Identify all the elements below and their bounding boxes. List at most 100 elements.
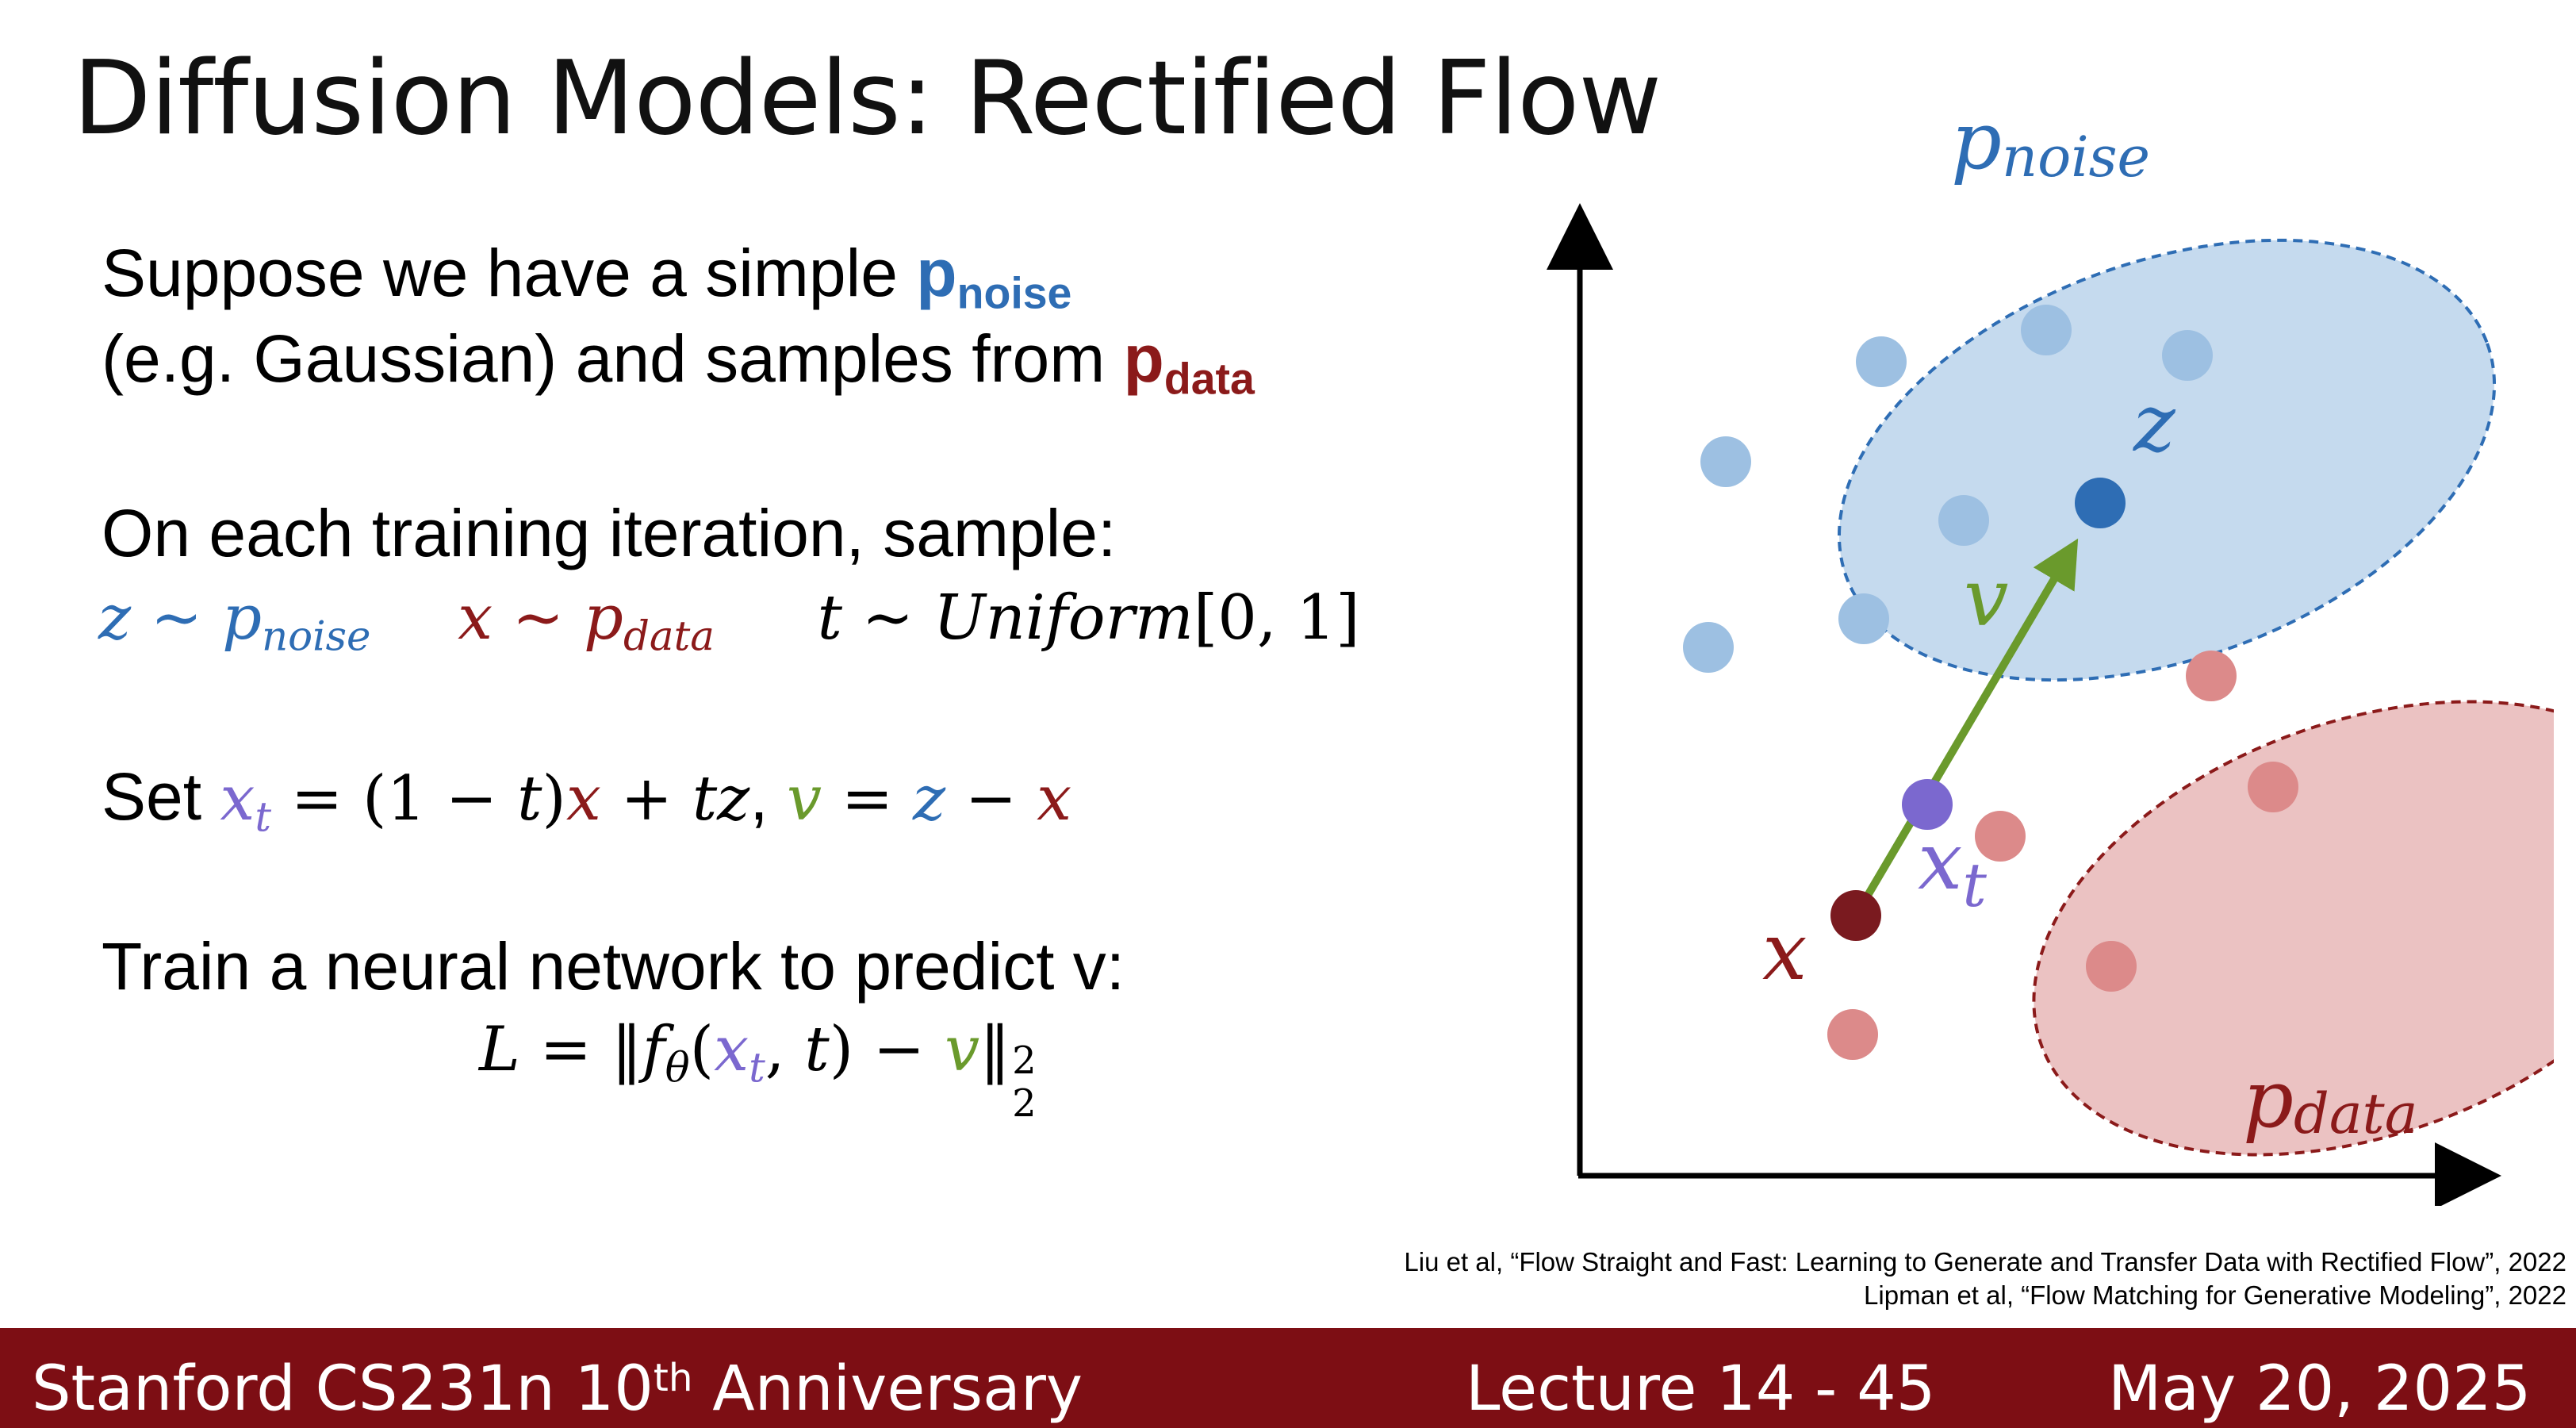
- tilde-1: ~: [150, 582, 203, 654]
- citation-2: Lipman et al, “Flow Matching for Generat…: [1864, 1280, 2566, 1310]
- x-point: [1830, 890, 1881, 941]
- xt-point: [1902, 779, 1953, 830]
- loss-sup: 2: [1012, 1038, 1037, 1083]
- pdata-base: p: [1123, 321, 1164, 396]
- train-heading: Train a neural network to predict v:: [102, 929, 1125, 1004]
- slide-title: Diffusion Models: Rectified Flow: [73, 40, 1662, 158]
- p-data-base: p: [584, 582, 623, 654]
- pdata-label: pdata: [2243, 1053, 2417, 1146]
- set-eq2: =: [822, 763, 913, 835]
- uniform-range: [0, 1]: [1193, 582, 1360, 654]
- pnoise-label: pnoise: [1951, 94, 2150, 190]
- set-comma: ,: [749, 759, 787, 834]
- set-tz-t: t: [692, 763, 718, 835]
- set-tz-z: z: [717, 763, 750, 835]
- loss-xt-base: x: [714, 1014, 749, 1085]
- set-x: x: [565, 763, 601, 835]
- set-t: t: [517, 763, 542, 835]
- intro-line-2-text: (e.g. Gaussian) and samples from: [102, 321, 1124, 396]
- data-samples: [1827, 651, 2298, 1060]
- z-point: [2075, 478, 2126, 528]
- footer-course: Stanford CS231n 10th Anniversary: [32, 1353, 1083, 1425]
- set-v-math: v = z − x: [787, 763, 1071, 835]
- xt-base: x: [220, 763, 255, 835]
- noise-distribution-ellipse: [1837, 238, 2497, 682]
- pdata-sub: data: [1163, 354, 1255, 404]
- set-minus: −: [945, 763, 1037, 835]
- data-sample: [2186, 651, 2237, 701]
- noise-sample: [2162, 330, 2213, 381]
- pnoise-sub: noise: [956, 268, 1072, 318]
- loss-xt: xt: [714, 1014, 765, 1088]
- set-x2: x: [1037, 763, 1072, 835]
- sample-formula: z ~ pnoise x ~ pdata t ~ Uniform[0, 1]: [98, 582, 1360, 657]
- data-sample: [2248, 762, 2298, 812]
- z-noise-expr: z ~ pnoise: [98, 582, 370, 657]
- tilde-3: ~: [861, 582, 914, 654]
- footer-course-suffix: Anniversary: [692, 1353, 1083, 1425]
- noise-sample: [2021, 305, 2072, 355]
- x-var: x: [458, 582, 493, 654]
- noise-sample: [1838, 593, 1889, 644]
- pnoise-term: pnoise: [916, 236, 1071, 315]
- set-v: v: [786, 763, 822, 835]
- xt-sub: t: [255, 793, 272, 842]
- set-eq1: = (1 −: [271, 763, 518, 835]
- set-plus: +: [600, 763, 692, 835]
- velocity-arrow: [1852, 538, 2079, 918]
- footer-course-sup: th: [653, 1355, 693, 1400]
- data-sample: [2086, 941, 2137, 992]
- data-distribution-ellipse: [2032, 700, 2554, 1157]
- loss-formula: L = ‖fθ(xt, t) − v‖ 2 2: [479, 1014, 1042, 1126]
- noise-sample: [1700, 436, 1751, 487]
- loss-eq: = ‖: [519, 1014, 642, 1085]
- x-label: x: [1762, 905, 1807, 998]
- rectified-flow-diagram: pnoise z v xt x pdata: [1547, 94, 2554, 1206]
- xt-label: xt: [1918, 815, 1987, 920]
- loss-comma: ,: [765, 1014, 805, 1085]
- intro-line-1-text: Suppose we have a simple: [102, 236, 917, 310]
- pnoise-base: p: [916, 236, 957, 310]
- footer-course-text: Stanford CS231n 10: [32, 1353, 654, 1425]
- set-formula: Set xt = (1 − t)x + tz, v = z − x: [102, 758, 1071, 838]
- set-z: z: [913, 763, 946, 835]
- pdata-term: pdata: [1123, 321, 1255, 401]
- loss-close: ) −: [829, 1014, 945, 1085]
- footer-date: May 20, 2025: [2108, 1353, 2532, 1425]
- set-label: Set: [102, 759, 220, 834]
- t-uniform-expr: t ~ Uniform[0, 1]: [818, 582, 1360, 654]
- data-sample: [1975, 811, 2026, 862]
- sample-heading: On each training iteration, sample:: [102, 496, 1117, 570]
- loss-open: (: [689, 1014, 715, 1085]
- loss-t: t: [804, 1014, 830, 1085]
- loss-sub: 2: [1012, 1081, 1037, 1126]
- x-data-expr: x ~ pdata: [458, 582, 715, 657]
- noise-samples: [1683, 305, 2213, 673]
- xt-term: xt: [220, 763, 271, 838]
- z-var: z: [98, 582, 132, 654]
- loss-L: L: [479, 1014, 520, 1085]
- citation-1: Liu et al, “Flow Straight and Fast: Lear…: [1404, 1247, 2566, 1276]
- loss-norm: ‖: [979, 1014, 1011, 1085]
- intro-line-1: Suppose we have a simple pnoise: [102, 235, 1071, 315]
- p-data-sub: data: [623, 612, 715, 661]
- noise-sample: [1683, 622, 1734, 673]
- intro-line-2: (e.g. Gaussian) and samples from pdata: [102, 321, 1255, 401]
- loss-xt-sub: t: [749, 1044, 765, 1092]
- loss-f: f: [642, 1014, 665, 1085]
- loss-v: v: [945, 1014, 980, 1085]
- p-noise-sub: noise: [262, 612, 371, 661]
- p-noise-base: p: [222, 582, 262, 654]
- footer-bar: [0, 1328, 2576, 1428]
- tilde-2: ~: [512, 582, 565, 654]
- loss-theta: θ: [665, 1044, 690, 1092]
- t-var: t: [817, 582, 842, 654]
- z-label: z: [2133, 377, 2176, 470]
- noise-sample: [1856, 336, 1907, 387]
- noise-sample: [1938, 495, 1989, 546]
- v-label: v: [1964, 551, 2009, 644]
- set-close: ): [542, 763, 566, 835]
- uniform-word: Uniform: [933, 582, 1194, 654]
- footer-lecture: Lecture 14 - 45: [1466, 1353, 1936, 1425]
- data-sample: [1827, 1009, 1878, 1060]
